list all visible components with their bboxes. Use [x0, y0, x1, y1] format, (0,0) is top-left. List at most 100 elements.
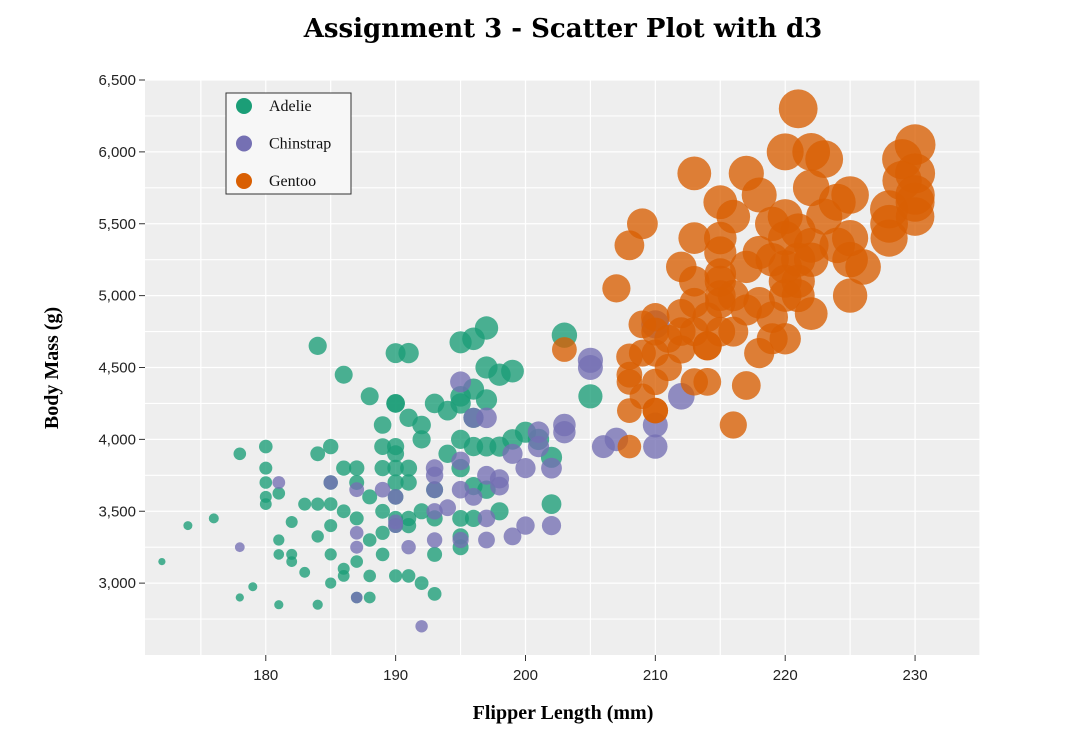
data-point-adelie	[273, 549, 285, 560]
y-axis-label: Body Mass (g)	[41, 307, 63, 429]
legend-marker-adelie	[236, 98, 252, 114]
data-point-gentoo	[677, 156, 712, 191]
data-point-adelie	[349, 460, 365, 476]
data-point-chinstrap	[464, 488, 483, 506]
data-point-chinstrap	[502, 443, 523, 464]
data-point-gentoo	[870, 219, 908, 257]
data-point-gentoo	[679, 266, 710, 297]
y-axis: 3,000 3,500 4,000 4,500 5,000 5,500 6,000 6,500	[98, 72, 145, 592]
data-point-adelie	[413, 503, 430, 520]
data-point-chinstrap	[643, 434, 668, 459]
data-point-adelie	[310, 446, 326, 462]
data-point-chinstrap	[349, 526, 364, 540]
data-point-adelie	[308, 336, 327, 355]
data-point-chinstrap	[426, 503, 443, 520]
data-point-adelie	[311, 530, 324, 543]
data-point-adelie	[398, 342, 419, 364]
data-point-gentoo	[602, 274, 631, 303]
data-point-adelie	[324, 548, 337, 561]
data-point-gentoo	[832, 278, 868, 313]
data-point-adelie	[374, 438, 391, 455]
data-point-chinstrap	[401, 540, 416, 555]
data-point-adelie	[427, 587, 442, 601]
data-point-adelie	[400, 459, 418, 477]
data-point-chinstrap	[451, 451, 470, 471]
data-point-chinstrap	[478, 531, 495, 549]
data-point-chinstrap	[503, 527, 522, 546]
data-point-adelie	[259, 498, 272, 510]
data-point-chinstrap	[388, 518, 403, 533]
data-point-adelie	[323, 438, 339, 455]
data-point-chinstrap	[439, 499, 456, 517]
data-point-gentoo	[894, 124, 936, 166]
x-tick-label: 230	[903, 667, 928, 684]
data-point-chinstrap	[527, 436, 550, 458]
data-point-adelie	[286, 556, 298, 567]
data-point-chinstrap	[541, 516, 562, 536]
data-point-chinstrap	[426, 481, 444, 499]
data-point-chinstrap	[374, 481, 391, 498]
data-point-gentoo	[794, 297, 828, 330]
data-point-adelie	[412, 430, 431, 449]
data-point-adelie	[375, 525, 390, 540]
data-point-adelie	[412, 415, 431, 435]
data-point-adelie	[350, 555, 364, 568]
data-point-gentoo	[895, 182, 935, 222]
data-point-adelie	[475, 389, 498, 411]
legend-label-chinstrap: Chinstrap	[269, 136, 331, 153]
data-point-gentoo	[617, 434, 642, 459]
data-point-chinstrap	[477, 509, 496, 528]
data-point-adelie	[541, 494, 562, 514]
legend-label-gentoo: Gentoo	[269, 173, 316, 190]
data-point-chinstrap	[476, 407, 497, 429]
data-point-adelie	[274, 600, 284, 610]
data-point-adelie	[285, 516, 298, 528]
data-point-adelie	[373, 416, 392, 434]
data-point-adelie	[387, 459, 404, 477]
data-point-adelie	[312, 599, 323, 610]
data-point-adelie	[578, 384, 603, 409]
data-point-adelie	[401, 569, 416, 583]
y-tick-label: 4,000	[98, 431, 136, 448]
data-point-gentoo	[831, 176, 869, 214]
data-point-chinstrap	[516, 516, 535, 535]
data-point-chinstrap	[577, 355, 603, 380]
y-tick-label: 5,500	[98, 216, 136, 233]
legend: Adelie Chinstrap Gentoo	[225, 92, 352, 195]
data-point-adelie	[325, 577, 337, 589]
data-point-adelie	[400, 474, 417, 491]
data-point-adelie	[362, 533, 377, 547]
data-point-chinstrap	[490, 476, 509, 496]
data-point-adelie	[387, 445, 405, 463]
data-point-adelie	[208, 513, 219, 524]
data-point-adelie	[235, 593, 244, 602]
x-tick-label: 200	[513, 667, 538, 684]
data-point-adelie	[334, 365, 353, 384]
data-point-adelie	[349, 511, 364, 526]
data-point-chinstrap	[350, 540, 364, 554]
x-axis-label: Flipper Length (mm)	[473, 702, 654, 724]
data-point-gentoo	[741, 177, 777, 213]
data-point-chinstrap	[350, 591, 363, 604]
data-point-gentoo	[805, 140, 844, 179]
data-point-adelie	[272, 487, 286, 500]
data-point-chinstrap	[272, 476, 286, 489]
data-point-adelie	[363, 591, 376, 604]
data-point-adelie	[248, 582, 258, 592]
data-point-chinstrap	[541, 457, 562, 479]
data-point-chinstrap	[323, 475, 338, 490]
data-point-adelie	[427, 546, 443, 562]
data-point-chinstrap	[452, 531, 469, 549]
data-point-chinstrap	[234, 542, 245, 553]
data-point-adelie	[298, 497, 312, 511]
y-tick-label: 5,000	[98, 288, 136, 305]
legend-marker-gentoo	[236, 173, 252, 189]
data-point-adelie	[375, 503, 390, 519]
data-point-adelie	[233, 447, 247, 461]
y-tick-label: 6,000	[98, 144, 136, 161]
data-point-chinstrap	[425, 466, 444, 484]
data-point-chinstrap	[349, 482, 365, 498]
data-point-adelie	[259, 461, 273, 475]
x-tick-label: 180	[253, 667, 278, 684]
